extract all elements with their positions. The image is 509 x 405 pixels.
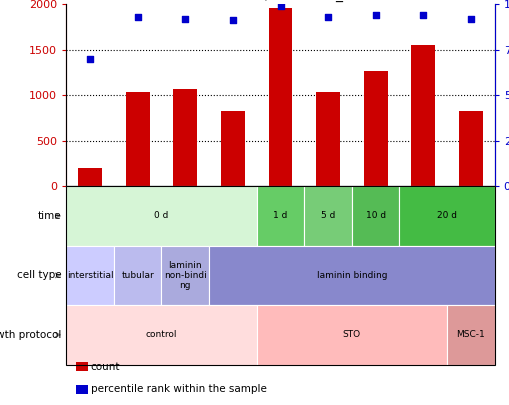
Text: 5 d: 5 d — [320, 211, 334, 220]
Title: GDS699 / 1377869_at: GDS699 / 1377869_at — [204, 0, 356, 2]
Point — [276, 3, 284, 9]
Point — [229, 17, 237, 23]
Text: 0 d: 0 d — [154, 211, 168, 220]
Point — [181, 15, 189, 22]
Bar — [220, 111, 244, 186]
Text: laminin
non-bindi
ng: laminin non-bindi ng — [163, 260, 206, 290]
Point — [133, 13, 142, 20]
Point — [86, 55, 94, 62]
Text: count: count — [91, 362, 120, 371]
Text: STO: STO — [342, 330, 360, 339]
Text: percentile rank within the sample: percentile rank within the sample — [91, 384, 266, 394]
Point — [418, 12, 427, 18]
Point — [323, 13, 331, 20]
Text: interstitial: interstitial — [67, 271, 113, 280]
Bar — [316, 92, 340, 186]
Bar — [363, 72, 387, 186]
Bar — [458, 111, 482, 186]
Text: cell type: cell type — [16, 271, 61, 280]
Text: 1 d: 1 d — [273, 211, 287, 220]
Bar — [78, 168, 102, 186]
Point — [466, 15, 474, 22]
Text: MSC-1: MSC-1 — [456, 330, 485, 339]
Text: laminin binding: laminin binding — [316, 271, 386, 280]
Bar — [268, 8, 292, 186]
Text: growth protocol: growth protocol — [0, 330, 61, 340]
Text: control: control — [146, 330, 177, 339]
Bar — [411, 45, 434, 186]
Bar — [173, 89, 197, 186]
Text: 20 d: 20 d — [436, 211, 456, 220]
Text: time: time — [38, 211, 61, 221]
Point — [371, 12, 379, 18]
Text: tubular: tubular — [121, 271, 154, 280]
Text: 10 d: 10 d — [365, 211, 385, 220]
Bar — [126, 92, 149, 186]
